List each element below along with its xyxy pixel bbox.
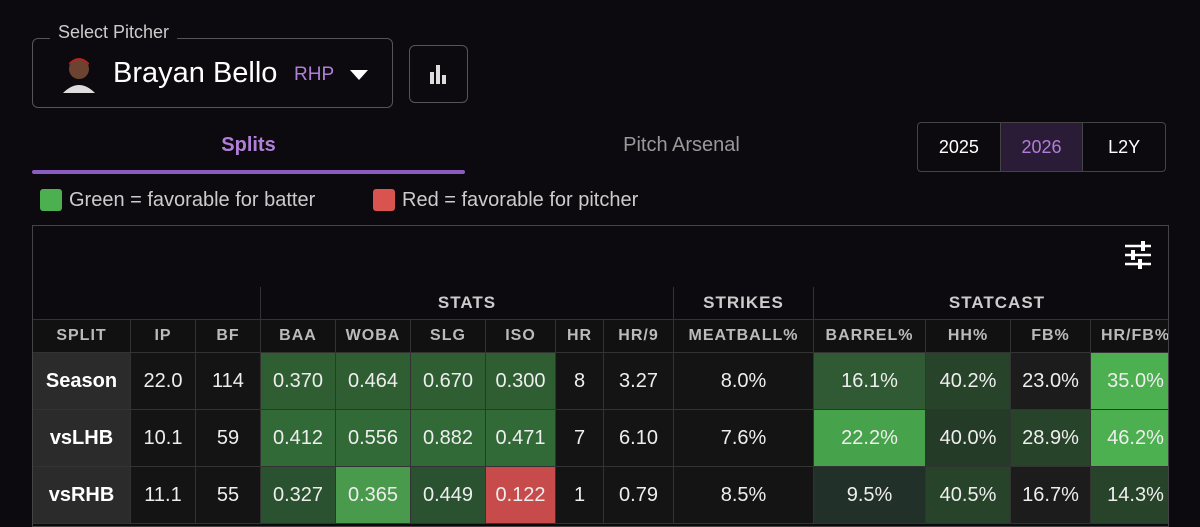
group-header: STRIKES <box>674 287 814 320</box>
tab-underline <box>32 170 465 174</box>
stat-cell: 0.449 <box>411 467 486 524</box>
red-swatch <box>373 189 395 211</box>
stat-cell: 8.0% <box>674 353 814 410</box>
stat-cell: 0.370 <box>261 353 336 410</box>
chart-button[interactable] <box>409 45 468 103</box>
pitcher-name: Brayan Bello <box>113 57 278 89</box>
stat-cell: 16.7% <box>1011 467 1091 524</box>
stat-cell: 0.464 <box>336 353 411 410</box>
group-header <box>33 287 261 320</box>
stat-cell: 46.2% <box>1091 410 1168 467</box>
stat-cell: 11.1 <box>131 467 196 524</box>
stat-cell: 0.670 <box>411 353 486 410</box>
legend-red: Red = favorable for pitcher <box>402 189 639 211</box>
chart-icon <box>430 65 446 84</box>
stat-cell: 0.327 <box>261 467 336 524</box>
column-header: FB% <box>1011 320 1091 353</box>
stat-cell: 0.556 <box>336 410 411 467</box>
stat-cell: 0.365 <box>336 467 411 524</box>
stat-cell: 14.3% <box>1091 467 1168 524</box>
stat-cell: 22.2% <box>814 410 926 467</box>
year-button[interactable]: 2026 <box>999 123 1084 171</box>
column-header: MEATBALL% <box>674 320 814 353</box>
stat-cell: 22.0 <box>131 353 196 410</box>
column-header: HR/FB% <box>1091 320 1168 353</box>
stat-cell: 59 <box>196 410 261 467</box>
stat-cell: 7 <box>556 410 604 467</box>
group-header: STATCAST <box>814 287 1168 320</box>
column-header: BARREL% <box>814 320 926 353</box>
stat-cell: 1 <box>556 467 604 524</box>
stat-cell: 0.300 <box>486 353 556 410</box>
stat-cell: 10.1 <box>131 410 196 467</box>
stat-cell: 6.10 <box>604 410 674 467</box>
column-header: HH% <box>926 320 1011 353</box>
split-label: vsRHB <box>33 467 131 524</box>
stat-cell: 9.5% <box>814 467 926 524</box>
stat-cell: 8.5% <box>674 467 814 524</box>
stat-cell: 40.5% <box>926 467 1011 524</box>
split-label: vsLHB <box>33 410 131 467</box>
stat-cell: 40.0% <box>926 410 1011 467</box>
column-header: HR/9 <box>604 320 674 353</box>
column-header: ISO <box>486 320 556 353</box>
pitcher-hand: RHP <box>294 64 335 85</box>
stat-cell: 0.471 <box>486 410 556 467</box>
select-label: Select Pitcher <box>50 22 178 43</box>
splits-table: STATS STRIKES STATCAST SPLIT IP BF BAA WOBA SLG I… <box>32 225 1169 527</box>
stat-cell: 28.9% <box>1011 410 1091 467</box>
column-header: WOBA <box>336 320 411 353</box>
group-header: STATS <box>261 287 674 320</box>
tab-splits[interactable]: Splits <box>221 134 276 156</box>
stat-cell: 3.27 <box>604 353 674 410</box>
stat-cell: 0.412 <box>261 410 336 467</box>
stat-cell: 0.79 <box>604 467 674 524</box>
legend-green: Green = favorable for batter <box>69 189 316 211</box>
split-label: Season <box>33 353 131 410</box>
column-header: IP <box>131 320 196 353</box>
dropdown-arrow <box>350 70 368 80</box>
stat-cell: 16.1% <box>814 353 926 410</box>
pitcher-select[interactable]: Brayan Bello RHP <box>32 38 393 108</box>
column-header: SPLIT <box>33 320 131 353</box>
tab-arsenal[interactable]: Pitch Arsenal <box>623 134 740 156</box>
stat-cell: 55 <box>196 467 261 524</box>
year-button[interactable]: L2Y <box>1108 136 1141 157</box>
stat-cell: 35.0% <box>1091 353 1168 410</box>
settings-icon[interactable] <box>1123 240 1153 270</box>
stat-cell: 23.0% <box>1011 353 1091 410</box>
column-header: BF <box>196 320 261 353</box>
avatar <box>63 58 95 93</box>
year-group: 2025 2026 L2Y <box>917 122 1166 172</box>
stat-cell: 114 <box>196 353 261 410</box>
year-button[interactable]: 2025 <box>938 136 979 157</box>
column-header: HR <box>556 320 604 353</box>
stat-cell: 0.882 <box>411 410 486 467</box>
stat-cell: 0.122 <box>486 467 556 524</box>
column-header: SLG <box>411 320 486 353</box>
page: Brayan Bello RHP Select Pitcher Splits P… <box>32 22 1169 527</box>
stat-cell: 8 <box>556 353 604 410</box>
green-swatch <box>40 189 62 211</box>
column-header: BAA <box>261 320 336 353</box>
stat-cell: 40.2% <box>926 353 1011 410</box>
stat-cell: 7.6% <box>674 410 814 467</box>
